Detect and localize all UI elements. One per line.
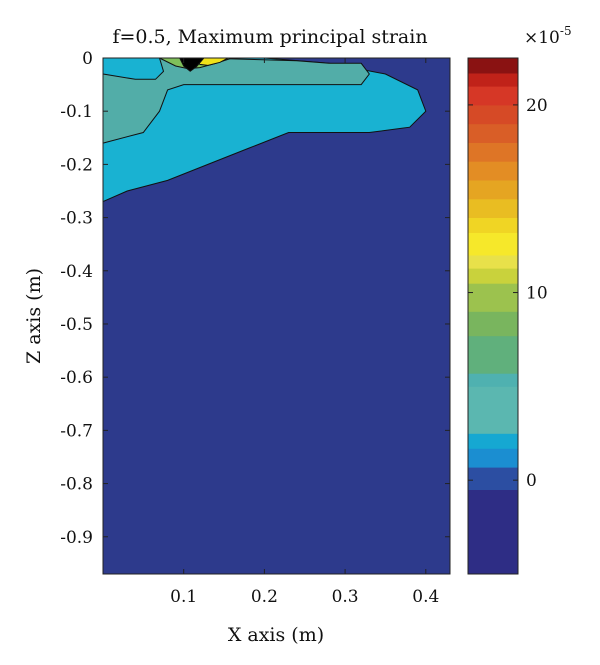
chart-title: f=0.5, Maximum principal strain xyxy=(112,26,427,48)
colorbar-level-0 xyxy=(468,489,518,575)
y-tick-label: -0.2 xyxy=(60,155,93,175)
y-tick-label: -0.5 xyxy=(60,315,93,335)
colorbar-ticks: 0 10 20 xyxy=(468,96,548,491)
x-axis-ticks: 0.1 0.2 0.3 0.4 xyxy=(170,58,439,607)
colorbar-tick-label: 10 xyxy=(526,284,548,304)
y-tick-label: -0.7 xyxy=(60,421,93,441)
colorbar-frame xyxy=(467,57,519,575)
y-tick-label: -0.3 xyxy=(60,209,93,229)
x-tick-label: 0.4 xyxy=(412,587,439,607)
colorbar-level-18 xyxy=(468,104,518,125)
y-tick-label: 0 xyxy=(82,49,93,69)
y-tick-label: -0.9 xyxy=(60,528,93,548)
contour-regions xyxy=(102,57,427,203)
colorbar-level-16 xyxy=(468,142,518,162)
colorbar-level-7 xyxy=(468,311,518,337)
colorbar-level-2 xyxy=(468,448,518,468)
colorbar-level-5 xyxy=(468,373,518,387)
colorbar-exponent-base: ×10 xyxy=(524,28,560,48)
y-axis-ticks: 0 -0.1 -0.2 -0.3 -0.4 -0.5 -0.6 -0.7 -0.8 -0.9 xyxy=(60,49,450,548)
contour-region-1 xyxy=(102,57,370,144)
x-tick-label: 0.1 xyxy=(170,587,197,607)
x-tick-label: 0.2 xyxy=(251,587,278,607)
plot-area xyxy=(102,57,451,575)
colorbar-level-11 xyxy=(468,232,518,256)
colorbar-level-9 xyxy=(468,268,518,284)
y-tick-label: -0.1 xyxy=(60,102,93,122)
colorbar-level-14 xyxy=(468,180,518,200)
colorbar-level-10 xyxy=(468,255,518,269)
colorbar-level-12 xyxy=(468,217,518,233)
y-tick-label: -0.6 xyxy=(60,368,93,388)
colorbar-level-13 xyxy=(468,198,518,218)
colorbar-levels xyxy=(468,58,518,575)
x-axis-label: X axis (m) xyxy=(228,624,324,646)
y-axis-label: Z axis (m) xyxy=(23,268,45,364)
colorbar-level-17 xyxy=(468,123,518,143)
colorbar-level-1 xyxy=(468,467,518,490)
colorbar-level-4 xyxy=(468,386,518,434)
colorbar-level-15 xyxy=(468,161,518,181)
colorbar-level-8 xyxy=(468,283,518,312)
colorbar-tick-label: 20 xyxy=(526,96,548,116)
plot-frame xyxy=(102,57,451,575)
colorbar-level-3 xyxy=(468,433,518,449)
x-tick-label: 0.3 xyxy=(332,587,359,607)
y-tick-label: -0.8 xyxy=(60,475,93,495)
colorbar-level-6 xyxy=(468,335,518,374)
colorbar-exponent-power: -5 xyxy=(560,24,572,38)
colorbar-level-19 xyxy=(468,86,518,106)
colorbar-tick-label: 0 xyxy=(526,471,537,491)
colorbar-level-21 xyxy=(468,58,518,74)
colorbar-exponent: ×10-5 xyxy=(524,24,572,48)
colorbar-level-20 xyxy=(468,73,518,87)
colorbar: 0 10 20 ×10-5 xyxy=(467,24,572,575)
y-tick-label: -0.4 xyxy=(60,262,93,282)
